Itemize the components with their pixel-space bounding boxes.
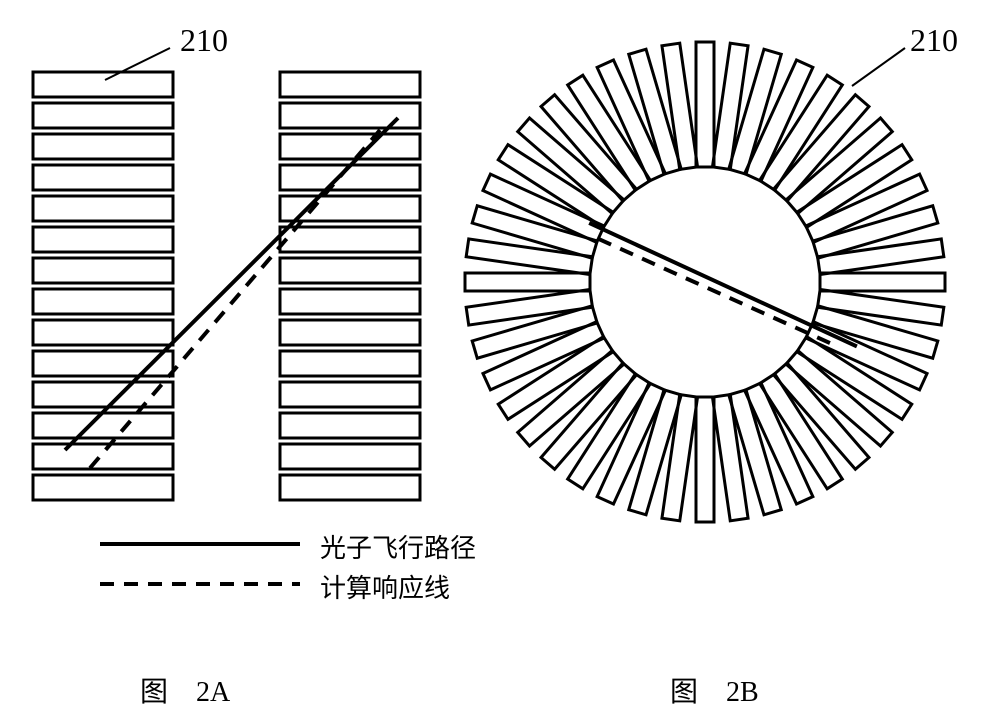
detector-slab: [280, 351, 420, 376]
detector-slab: [818, 289, 944, 325]
detector-slab: [33, 475, 173, 500]
caption-prefix: 图: [670, 677, 698, 708]
detector-slab: [33, 72, 173, 97]
detector-slab: [33, 413, 173, 438]
detector-slab: [541, 95, 636, 201]
detector-slab: [696, 397, 714, 522]
detector-slab: [33, 165, 173, 190]
detector-slab: [786, 351, 892, 446]
detector-slab: [712, 395, 748, 521]
detector-slab: [280, 258, 420, 283]
caption-id: 2B: [726, 677, 759, 708]
detector-slab: [774, 363, 869, 469]
detector-slab: [280, 72, 420, 97]
detector-slab: [818, 239, 944, 275]
caption-2b: 图 2B: [670, 670, 759, 710]
detector-slab: [662, 43, 698, 169]
detector-slab: [696, 42, 714, 167]
detector-slab: [465, 273, 590, 291]
detector-slab: [280, 165, 420, 190]
leader-line: [852, 48, 905, 86]
detector-slab: [820, 273, 945, 291]
detector-slab: [33, 320, 173, 345]
detector-slab: [33, 258, 173, 283]
detector-slab: [466, 239, 592, 275]
legend-solid-label: 光子飞行路径: [320, 528, 476, 565]
leader-line: [105, 48, 170, 80]
detector-slab: [33, 444, 173, 469]
caption-id: 2A: [196, 677, 230, 708]
detector-slab: [466, 289, 592, 325]
response-line: [90, 130, 380, 468]
detector-slab: [33, 196, 173, 221]
response-line: [598, 239, 834, 345]
detector-slab: [774, 95, 869, 201]
detector-slab: [280, 289, 420, 314]
detector-slab: [662, 395, 698, 521]
detector-slab: [280, 103, 420, 128]
legend-dashed-label: 计算响应线: [320, 568, 450, 605]
detector-slab: [33, 227, 173, 252]
detector-slab: [280, 382, 420, 407]
detector-slab: [33, 289, 173, 314]
detector-slab: [280, 413, 420, 438]
caption-2a: 图 2A: [140, 670, 230, 710]
figure-stage: 210 210 图 2A 图 2B 光子飞行路径 计算响应线: [0, 0, 1000, 726]
detector-slab: [712, 43, 748, 169]
detector-slab: [786, 118, 892, 213]
detector-slab: [280, 475, 420, 500]
detector-slab: [518, 118, 624, 213]
ref-label-b: 210: [910, 22, 958, 59]
detector-slab: [280, 320, 420, 345]
detector-slab: [33, 103, 173, 128]
diagram-svg: [0, 0, 1000, 726]
detector-slab: [280, 134, 420, 159]
detector-slab: [541, 363, 636, 469]
detector-slab: [280, 227, 420, 252]
caption-prefix: 图: [140, 677, 168, 708]
detector-slab: [518, 351, 624, 446]
detector-slab: [280, 444, 420, 469]
ref-label-a: 210: [180, 22, 228, 59]
detector-slab: [33, 134, 173, 159]
